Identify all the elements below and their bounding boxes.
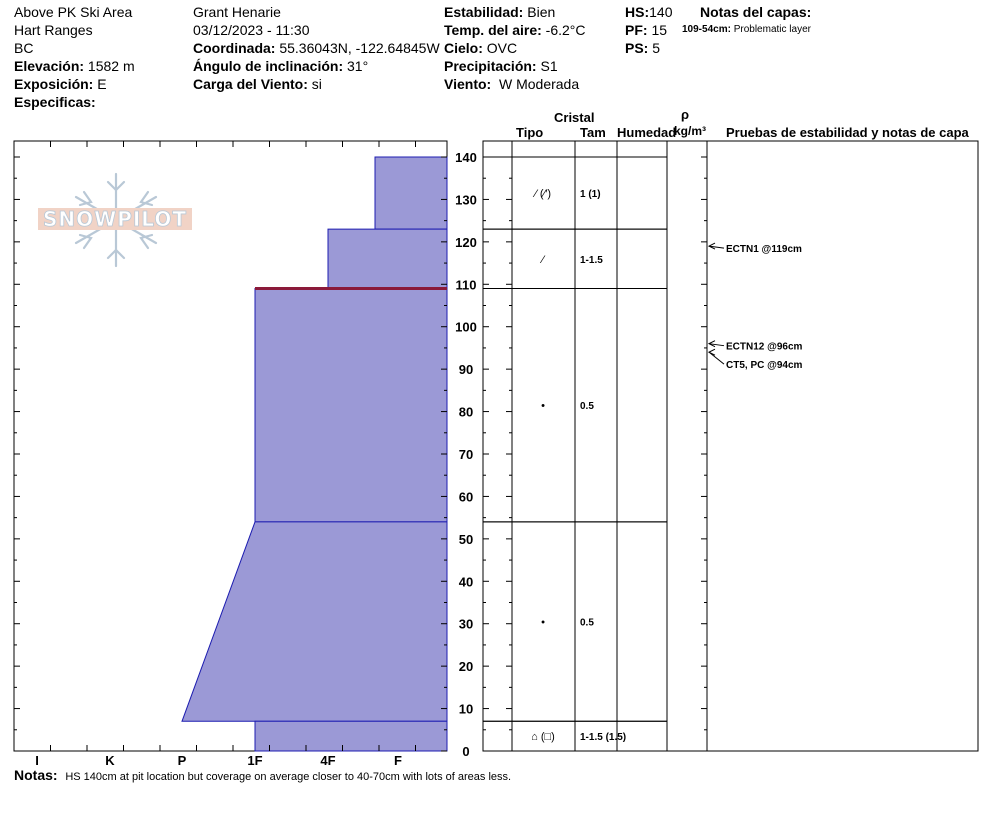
- test-arrow: [708, 343, 725, 347]
- hardness-tick-label: P: [178, 753, 187, 768]
- hardness-layer: [327, 228, 448, 290]
- wind: Viento: W Moderada: [444, 76, 580, 92]
- y-tick-label: 140: [455, 150, 477, 165]
- col-tests: Pruebas de estabilidad y notas de capa: [726, 125, 969, 140]
- y-tick-label: 10: [459, 702, 473, 717]
- notes: Notas: HS 140cm at pit location but cove…: [14, 767, 512, 783]
- elevation: Elevación: 1582 m: [14, 58, 135, 74]
- grain-type: •: [541, 400, 545, 412]
- region: BC: [14, 40, 34, 56]
- sky: Cielo: OVC: [444, 40, 518, 56]
- logo-text: SNOWPILOT: [38, 208, 192, 230]
- grain-type: ⌂ (□): [531, 731, 555, 743]
- col-tipo: Tipo: [516, 125, 544, 140]
- hardness-tick-label: I: [35, 753, 39, 768]
- grain-size: 1-1.5: [580, 255, 603, 266]
- y-tick-label: 90: [459, 362, 473, 377]
- test-arrow-head: [707, 340, 716, 348]
- layer-note: 109-54cm: Problematic layer: [682, 24, 811, 35]
- y-tick-label: 40: [459, 574, 473, 589]
- ps: PS: 5: [625, 40, 661, 56]
- test-arrow-head: [707, 348, 716, 356]
- y-tick-label: 20: [459, 659, 473, 674]
- coordinates: Coordinada: 55.36043N, -122.64845W: [193, 40, 440, 56]
- grain-size: 0.5: [580, 618, 594, 629]
- observer: Grant Henarie: [193, 4, 281, 20]
- test-label: ECTN1 @119cm: [726, 244, 802, 255]
- wind-load: Carga del Viento: si: [193, 76, 322, 92]
- test-arrow: [708, 351, 725, 365]
- layer-table-frame: [482, 140, 979, 752]
- location: Above PK Ski Area: [14, 4, 133, 20]
- snowpilot-logo: SNOWPILOT: [36, 170, 196, 270]
- y-tick-label: 130: [455, 192, 477, 207]
- grain-type: ⁄: [539, 254, 546, 266]
- pf: PF: 15: [625, 22, 668, 38]
- y-tick-label: 30: [459, 617, 473, 632]
- air-temp: Temp. del aire: -6.2°C: [444, 22, 586, 38]
- range: Hart Ranges: [14, 22, 93, 38]
- grain-type: •: [541, 617, 545, 629]
- test-label: CT5, PC @94cm: [726, 360, 803, 371]
- hardness-tick-label: K: [105, 753, 115, 768]
- test-arrow-head: [707, 242, 716, 250]
- col-cristal: Cristal: [554, 110, 595, 125]
- grain-size: 1-1.5 (1.5): [580, 732, 626, 743]
- layer-notes-title: Notas del capas:: [700, 4, 812, 20]
- col-rho: ρ: [681, 107, 690, 122]
- hardness-layer: [181, 521, 448, 722]
- hardness-layer: [254, 720, 448, 752]
- hardness-tick-label: F: [394, 753, 402, 768]
- hardness-tick-label: 4F: [320, 753, 335, 768]
- aspect: Exposición: E: [14, 76, 107, 92]
- precipitation: Precipitación: S1: [444, 58, 558, 74]
- y-tick-label: 100: [455, 320, 477, 335]
- specifics: Especificas:: [14, 94, 96, 110]
- test-arrow: [708, 245, 725, 249]
- hs: HS:140: [625, 4, 673, 20]
- datetime: 03/12/2023 - 11:30: [193, 22, 310, 38]
- col-tam: Tam: [580, 125, 606, 140]
- grain-size: 0.5: [580, 401, 594, 412]
- hardness-tick-label: 1F: [247, 753, 262, 768]
- hardness-layer: [374, 156, 448, 230]
- y-tick-label: 80: [459, 405, 473, 420]
- test-label: ECTN12 @96cm: [726, 342, 803, 353]
- y-tick-label: 60: [459, 489, 473, 504]
- col-density-unit: kg/m³: [674, 124, 707, 138]
- col-humedad: Humedad: [617, 125, 677, 140]
- y-tick-label: 110: [456, 277, 477, 292]
- y-tick-label: 120: [455, 235, 477, 250]
- hardness-layer: [254, 288, 448, 523]
- grain-type: ⁄ (⁄′): [532, 188, 551, 200]
- grain-size: 1 (1): [580, 189, 601, 200]
- y-tick-label: 0: [462, 744, 469, 759]
- y-tick-label: 50: [459, 532, 473, 547]
- slope-angle: Ángulo de inclinación: 31°: [193, 58, 369, 74]
- y-tick-label: 70: [459, 447, 473, 462]
- stability: Estabilidad: Bien: [444, 4, 556, 20]
